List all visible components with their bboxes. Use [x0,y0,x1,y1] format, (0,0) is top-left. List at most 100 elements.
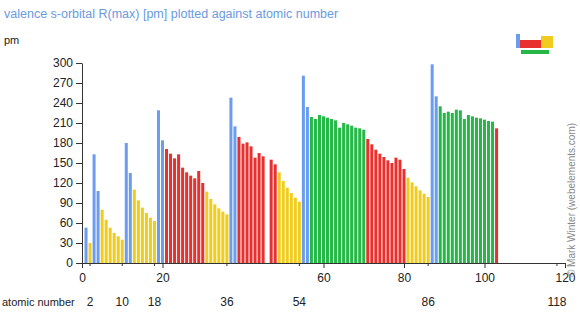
y-tick-mark [76,163,82,164]
x-tick-mark [82,263,83,268]
bar [427,197,430,263]
y-tick-mark [76,263,82,264]
y-tick: 60 [60,216,82,230]
bar [209,199,212,263]
x-tick: 60 [317,263,331,285]
bar [105,220,108,263]
bar [491,122,494,263]
bar [113,233,116,263]
annotation-tick [226,263,227,266]
bar [407,178,410,263]
bar [398,160,401,263]
bar [125,143,128,263]
y-tick: 300 [53,56,82,70]
bar [237,137,240,263]
bar [117,236,120,263]
icon-f [521,50,549,54]
bar [350,126,353,263]
y-tick-label: 180 [53,136,73,150]
bar [306,107,309,263]
bar [189,176,192,263]
bar [451,113,454,263]
bar [435,96,438,263]
bar [133,190,136,263]
bar [415,186,418,263]
bar [338,128,341,263]
annotation-tick [299,263,300,266]
bar [169,154,172,263]
bar [342,123,345,263]
bar [459,110,462,263]
title: valence s-orbital R(max) [pm] plotted ag… [4,7,338,21]
bar [225,214,228,263]
annotation: 10 [116,295,130,309]
y-tick: 210 [53,116,82,130]
annotations: 21018365486118 [87,263,567,309]
bar [302,76,305,263]
bar [286,188,289,263]
y-tick-mark [76,63,82,64]
bar [229,98,232,263]
y-tick-label: 270 [53,76,73,90]
bar [270,160,273,263]
bar [290,193,293,263]
y-tick: 90 [60,196,82,210]
bar [177,154,180,263]
bar [217,208,220,263]
icon-d [520,40,541,48]
annotation: 36 [220,295,234,309]
y-tick-mark [76,143,82,144]
bars [85,64,499,263]
annotation-tick [428,263,429,266]
x-tick: 80 [398,263,412,285]
y-tick-label: 60 [60,216,74,230]
y-axis: 0306090120150180210240270300 [53,56,83,270]
y-tick: 30 [60,236,82,250]
bar [173,158,176,263]
bar [467,115,470,263]
bar [382,157,385,263]
bar [487,121,490,263]
bar [233,126,236,263]
bar [282,181,285,263]
bar [137,200,140,263]
y-tick-mark [76,243,82,244]
y-tick: 150 [53,156,82,170]
icon-p [541,36,553,48]
y-axis-line [82,64,83,264]
x-axis-title: atomic number [2,296,75,308]
bar [197,171,200,263]
bar [394,158,397,263]
bar [475,118,478,263]
y-tick: 270 [53,76,82,90]
annotation-tick [154,263,155,266]
bar [93,154,96,263]
x-tick-label: 60 [317,271,331,285]
bar [402,169,405,263]
y-tick-mark [76,183,82,184]
x-tick-mark [324,263,325,268]
bar [121,240,124,263]
bar [326,118,329,263]
bar [258,153,261,263]
bar [346,124,349,263]
y-tick-label: 120 [53,176,73,190]
bar [431,64,434,263]
bar [221,212,224,263]
annotation-tick [556,263,557,266]
icon-s [516,34,520,48]
bar [479,118,482,263]
annotation-tick [90,263,91,266]
x-tick-label: 0 [79,271,86,285]
bar [370,144,373,263]
bar [439,106,442,263]
bar [157,110,160,263]
bar [165,149,168,263]
bar [101,210,104,263]
y-tick-mark [76,223,82,224]
bar [274,164,277,263]
x-axis: 0206080100120 [79,263,576,285]
y-tick: 120 [53,176,82,190]
bar [354,128,357,263]
bar [129,173,132,263]
